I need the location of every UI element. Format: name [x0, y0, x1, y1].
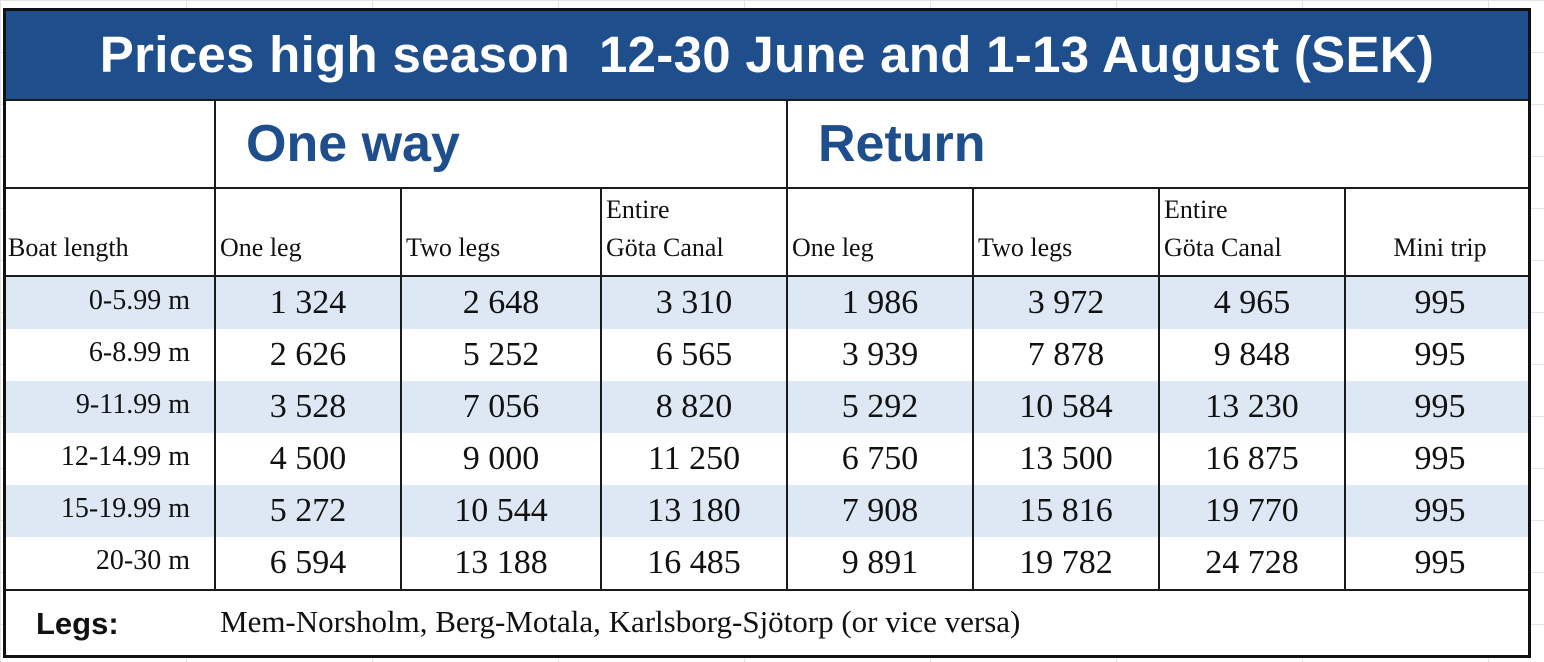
header-mini-trip: Mini trip	[1344, 189, 1528, 275]
row-boat-length: 0-5.99 m	[88, 285, 190, 316]
cell-ow-one-leg: 1 324	[214, 277, 400, 329]
cell-ow-entire: 3 310	[600, 277, 786, 329]
cell-mini-trip: 995	[1344, 381, 1528, 433]
cell-ow-one-leg: 3 528	[214, 381, 400, 433]
column-header-row: Boat length One leg Two legs Entire Göta…	[6, 189, 1528, 275]
cell-rt-entire: 19 770	[1158, 485, 1344, 537]
cell-ow-two-legs: 2 648	[400, 277, 600, 329]
table-title: Prices high season 12-30 June and 1-13 A…	[6, 11, 1528, 99]
header-rt-two-legs: Two legs	[972, 189, 1158, 275]
cell-ow-two-legs: 13 188	[400, 537, 600, 589]
cell-mini-trip: 995	[1344, 329, 1528, 381]
cell-rt-one-leg: 1 986	[786, 277, 972, 329]
group-header-row: One way Return	[6, 101, 1528, 187]
legs-text: Mem-Norsholm, Berg-Motala, Karlsborg-Sjö…	[220, 604, 1021, 639]
header-ow-two-legs: Two legs	[400, 189, 600, 275]
cell-mini-trip: 995	[1344, 537, 1528, 589]
row-boat-length: 20-30 m	[95, 545, 190, 576]
cell-rt-two-legs: 10 584	[972, 381, 1158, 433]
cell-ow-two-legs: 5 252	[400, 329, 600, 381]
cell-rt-two-legs: 19 782	[972, 537, 1158, 589]
row-boat-length: 9-11.99 m	[75, 389, 190, 420]
cell-ow-entire: 16 485	[600, 537, 786, 589]
cell-ow-one-leg: 5 272	[214, 485, 400, 537]
cell-ow-entire: 6 565	[600, 329, 786, 381]
cell-mini-trip: 995	[1344, 277, 1528, 329]
group-header-empty	[6, 101, 214, 187]
cell-ow-entire: 8 820	[600, 381, 786, 433]
cell-rt-two-legs: 7 878	[972, 329, 1158, 381]
cell-ow-two-legs: 7 056	[400, 381, 600, 433]
cell-rt-one-leg: 9 891	[786, 537, 972, 589]
cell-mini-trip: 995	[1344, 485, 1528, 537]
row-boat-length: 6-8.99 m	[88, 337, 190, 368]
header-rt-entire: Entire Göta Canal	[1158, 189, 1344, 275]
table-row: 6-8.99 m 2 626 5 252 6 565 3 939 7 878 9 848 99…	[6, 329, 1528, 381]
table-row: 20-30 m 6 594 13 188 16 485 9 891 19 782 24 72…	[6, 537, 1528, 589]
cell-rt-entire: 24 728	[1158, 537, 1344, 589]
divider	[6, 99, 1528, 101]
cell-mini-trip: 995	[1344, 433, 1528, 485]
cell-rt-two-legs: 3 972	[972, 277, 1158, 329]
table-row: 12-14.99 m 4 500 9 000 11 250 6 750 13 500 16 …	[6, 433, 1528, 485]
header-ow-entire: Entire Göta Canal	[600, 189, 786, 275]
cell-rt-entire: 4 965	[1158, 277, 1344, 329]
cell-rt-one-leg: 6 750	[786, 433, 972, 485]
cell-rt-entire: 9 848	[1158, 329, 1344, 381]
price-table: Prices high season 12-30 June and 1-13 A…	[3, 8, 1531, 658]
table-row: 9-11.99 m 3 528 7 056 8 820 5 292 10 584 13 23…	[6, 381, 1528, 433]
header-ow-one-leg: One leg	[214, 189, 400, 275]
cell-rt-one-leg: 7 908	[786, 485, 972, 537]
legs-label: Legs:	[36, 606, 119, 641]
row-boat-length: 15-19.99 m	[60, 493, 190, 524]
table-row: 15-19.99 m 5 272 10 544 13 180 7 908 15 816 19…	[6, 485, 1528, 537]
cell-rt-entire: 16 875	[1158, 433, 1344, 485]
cell-ow-entire: 13 180	[600, 485, 786, 537]
divider	[6, 187, 1528, 189]
table-row: 0-5.99 m 1 324 2 648 3 310 1 986 3 972 4 965 99…	[6, 277, 1528, 329]
cell-rt-two-legs: 15 816	[972, 485, 1158, 537]
group-one-way: One way	[214, 101, 786, 187]
divider	[6, 275, 1528, 277]
cell-rt-entire: 13 230	[1158, 381, 1344, 433]
cell-ow-one-leg: 4 500	[214, 433, 400, 485]
header-rt-one-leg: One leg	[786, 189, 972, 275]
header-boat-length: Boat length	[8, 233, 129, 262]
row-boat-length: 12-14.99 m	[60, 441, 190, 472]
cell-ow-one-leg: 6 594	[214, 537, 400, 589]
cell-rt-one-leg: 3 939	[786, 329, 972, 381]
group-return: Return	[786, 101, 1528, 187]
cell-ow-two-legs: 10 544	[400, 485, 600, 537]
cell-ow-one-leg: 2 626	[214, 329, 400, 381]
legs-row: Legs: Mem-Norsholm, Berg-Motala, Karlsbo…	[6, 591, 1528, 655]
cell-rt-one-leg: 5 292	[786, 381, 972, 433]
cell-ow-two-legs: 9 000	[400, 433, 600, 485]
divider	[6, 589, 1528, 591]
cell-ow-entire: 11 250	[600, 433, 786, 485]
cell-rt-two-legs: 13 500	[972, 433, 1158, 485]
